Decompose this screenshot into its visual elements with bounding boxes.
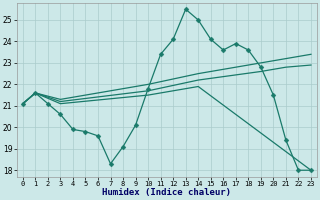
X-axis label: Humidex (Indice chaleur): Humidex (Indice chaleur) [102,188,231,197]
